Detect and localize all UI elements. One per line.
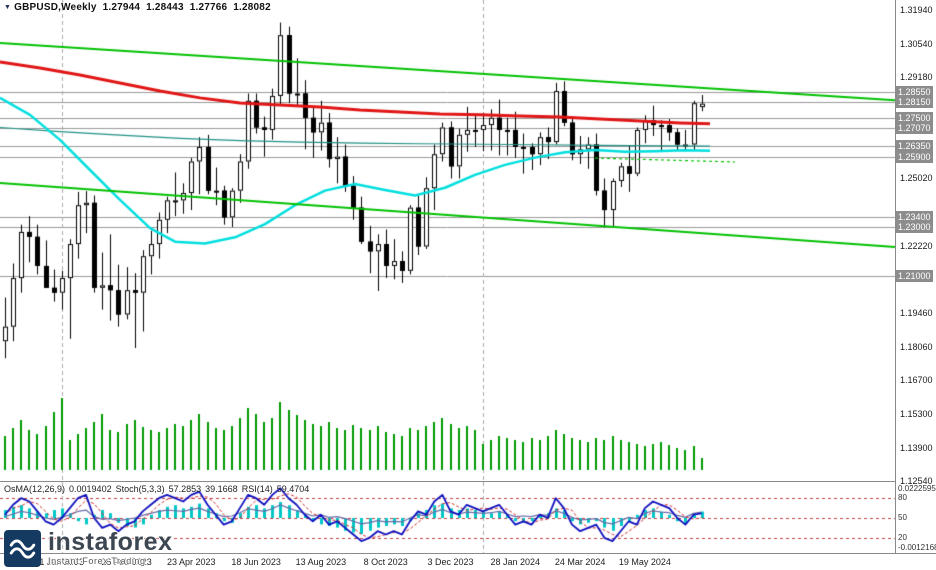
time-axis-label: 24 Mar 2024	[554, 557, 606, 567]
indicator-scale-mid: 50	[898, 513, 907, 522]
price-axis-label: 1.13900	[900, 443, 933, 454]
brand-tagline: Instant Forex Trading	[48, 556, 146, 566]
price-level-tag: 1.27070	[896, 122, 933, 135]
price-level-tag: 1.27500	[896, 111, 933, 124]
ohlc-open: 1.27944	[102, 2, 141, 13]
indicator-pane-canvas[interactable]	[0, 482, 895, 553]
time-axis-label: 19 May 2024	[618, 557, 671, 567]
instaforex-logo-icon	[4, 530, 41, 567]
price-axis-label: 1.30540	[900, 38, 933, 49]
rsi-value: 59.4704	[276, 484, 310, 494]
price-level-tag: 1.28550	[896, 86, 933, 99]
price-axis-label: 1.22220	[900, 241, 933, 252]
osma-value: 0.0019402	[69, 484, 112, 494]
stoch-value-1: 57.2853	[168, 484, 202, 494]
brand-name: instaforex	[48, 528, 173, 556]
price-axis[interactable]: 1.31940 1.30540 1.29180 1.25020 1.22220 1.194…	[895, 0, 936, 553]
price-axis-label: 1.12540	[900, 476, 933, 487]
price-level-tag: 1.26350	[896, 139, 933, 152]
pane-separator[interactable]	[0, 481, 936, 482]
time-axis[interactable]: 1 Jan 2023 26 Feb 2023 23 Apr 2023 18 Jun 2…	[0, 553, 936, 570]
stoch-value-2: 39.1668	[205, 484, 238, 494]
time-axis-label: 3 Dec 2023	[427, 557, 474, 567]
time-axis-label: 23 Apr 2023	[167, 557, 216, 567]
time-axis-label: 26 Feb 2023	[101, 557, 152, 567]
indicator-label-row: OsMA(12,26,9) 0.0019402 Stoch(5,3,3) 57.285…	[4, 484, 313, 494]
price-axis-label: 1.15300	[900, 409, 933, 420]
price-level-tag: 1.21000	[896, 269, 933, 282]
price-axis-label: 1.29180	[900, 71, 933, 82]
wave-icon	[9, 539, 36, 559]
time-axis-label: 18 Jun 2023	[231, 557, 281, 567]
osma-name: OsMA(12,26,9)	[4, 484, 66, 494]
time-axis-label: 13 Aug 2023	[295, 557, 347, 567]
ohlc-high: 1.28443	[146, 2, 184, 13]
indicator-scale-mid: 80	[898, 493, 907, 503]
indicator-scale-bottom: -0.0012168	[898, 543, 936, 552]
chart-title: ▼ GBPUSD,Weekly 1.27944 1.28443 1.27766 1.280…	[4, 2, 271, 13]
time-axis-label: 8 Oct 2023	[363, 557, 408, 567]
time-axis-label: 28 Jan 2024	[490, 557, 541, 567]
main-chart-canvas[interactable]	[0, 0, 895, 481]
price-axis-label: 1.19460	[900, 308, 933, 319]
price-level-tag: 1.23000	[896, 221, 933, 234]
price-level-tag: 1.28150	[896, 96, 933, 108]
rsi-name: RSI(14)	[241, 484, 273, 494]
symbol-marker-icon: ▼	[4, 4, 12, 11]
price-level-tag: 1.25900	[896, 150, 933, 163]
price-axis-label: 1.16700	[900, 375, 933, 386]
indicator-scale-top: 0.0222595	[898, 484, 936, 493]
stoch-name: Stoch(5,3,3)	[115, 484, 165, 494]
price-axis-label: 1.18060	[900, 342, 933, 353]
price-axis-label: 1.31940	[900, 4, 933, 15]
price-axis-label: 1.25020	[900, 173, 933, 184]
instaforex-watermark: instaforex Instant Forex Trading	[4, 530, 172, 567]
symbol-timeframe-label: GBPUSD,Weekly	[14, 2, 97, 13]
indicator-scale-mid: 20	[898, 532, 907, 542]
ohlc-close: 1.28082	[233, 2, 271, 13]
ohlc-low: 1.27766	[189, 2, 228, 13]
time-axis-label: 1 Jan 2023	[39, 557, 84, 567]
price-level-tag: 1.23400	[896, 211, 933, 224]
